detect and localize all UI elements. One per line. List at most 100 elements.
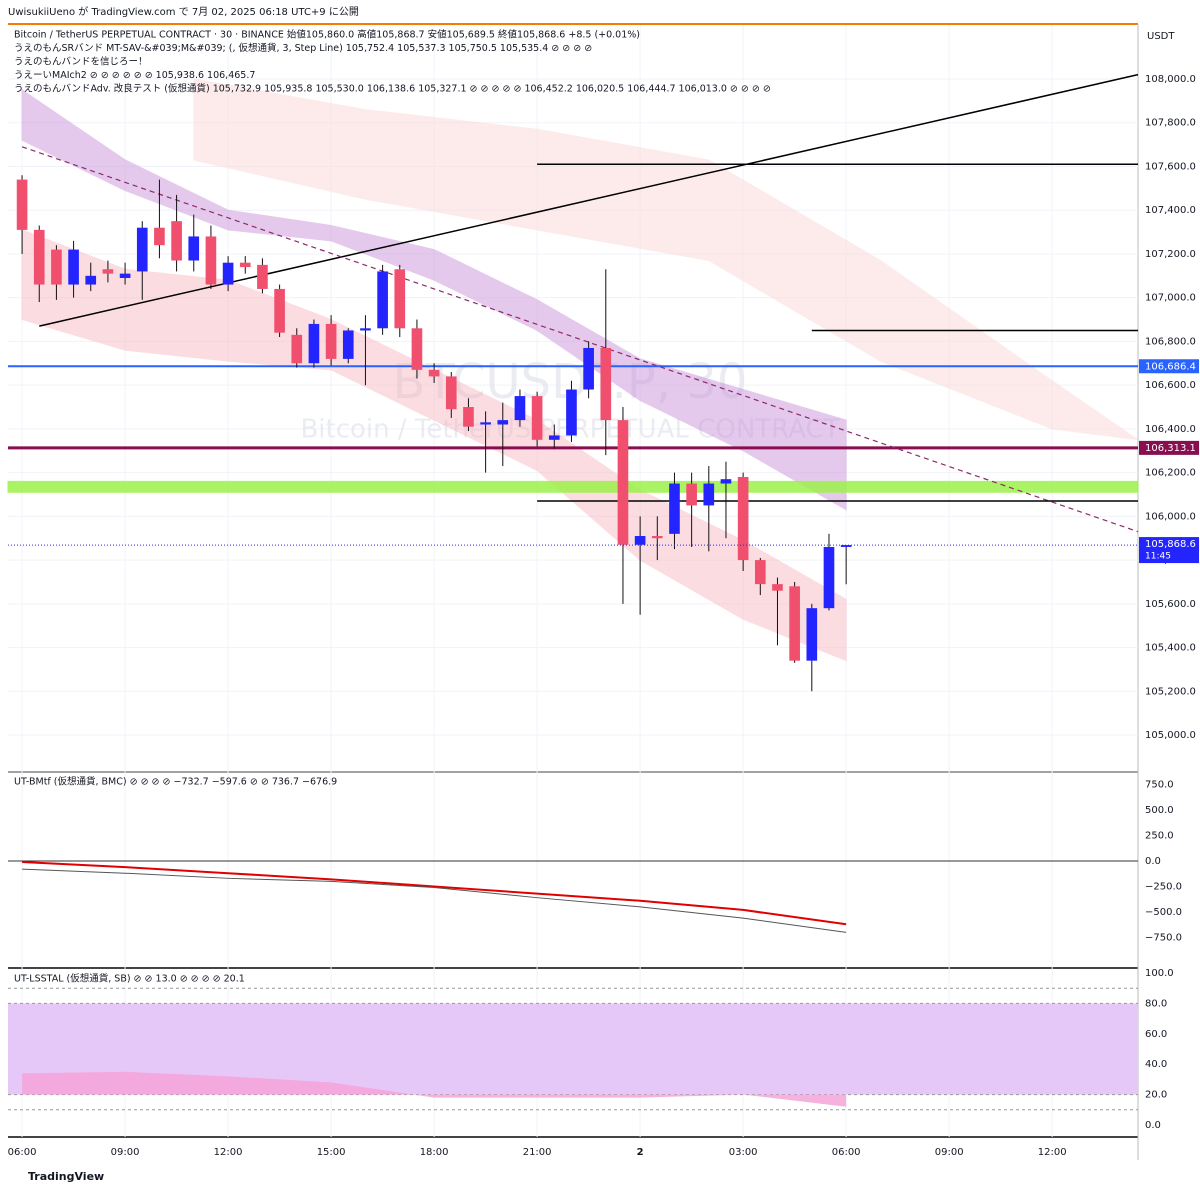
y-tick-label: 107,200.0	[1145, 249, 1196, 260]
y-tick-label: 107,000.0	[1145, 293, 1196, 304]
candle-body	[480, 422, 491, 425]
y-tick-label: 108,000.0	[1145, 74, 1196, 85]
line	[22, 860, 847, 926]
publisher: UwisukiiUeno が TradingView.com で 7月 02, …	[8, 5, 359, 18]
y-tick-label: 0.0	[1145, 856, 1161, 867]
candle-body	[651, 536, 663, 539]
last-price-label: 105,868.6	[1145, 539, 1196, 550]
candle-body	[720, 479, 732, 484]
candle-body	[514, 396, 526, 421]
x-tick-label: 12:00	[1038, 1147, 1067, 1158]
candle-body	[136, 227, 148, 272]
x-tick-label: 09:00	[111, 1147, 140, 1158]
candle-body	[428, 369, 440, 377]
y-tick-label: 107,600.0	[1145, 161, 1196, 172]
y-tick-label: 105,400.0	[1145, 643, 1196, 654]
band	[7, 480, 1139, 493]
candle-body	[119, 273, 131, 278]
level-label: 106,313.1	[1145, 443, 1196, 454]
x-tick-label: 09:00	[935, 1147, 964, 1158]
candle-body	[205, 236, 217, 285]
candle-body	[33, 229, 45, 285]
candle-body	[154, 227, 165, 246]
level-tag	[1139, 359, 1199, 374]
candle-body	[188, 236, 200, 261]
x-tick-label: 2	[637, 1147, 644, 1158]
candle-body	[171, 221, 182, 261]
level-label: 106,686.4	[1145, 361, 1196, 372]
candle-body	[737, 476, 749, 561]
legend-row: うえのもんバンドを信じろー！	[14, 56, 147, 68]
pane-title: UT-LSSTAL (仮想通貨, SB) ⊘ ⊘ 13.0 ⊘ ⊘ ⊘ ⊘ 20…	[14, 973, 245, 985]
y-tick-label: 100.0	[1145, 968, 1174, 979]
candle-body	[85, 275, 97, 285]
y-tick-label: −500.0	[1145, 907, 1182, 918]
y-tick-label: 106,800.0	[1145, 336, 1196, 347]
trend-line	[21, 146, 1139, 533]
y-tick-label: 60.0	[1145, 1029, 1167, 1040]
candle-body	[806, 608, 818, 661]
candle-body	[257, 264, 268, 289]
candle-body	[51, 249, 62, 285]
candle-body	[16, 179, 28, 230]
trend-line	[39, 73, 1139, 327]
candle-body	[308, 323, 320, 364]
candle-body	[222, 262, 234, 285]
x-tick-label: 06:00	[8, 1147, 37, 1158]
candle-body	[445, 376, 457, 410]
countdown: 11:45	[1145, 552, 1171, 562]
candle-body	[772, 584, 783, 591]
level-tag	[1139, 440, 1199, 455]
legend-row: うえのもんバンドAdv. 改良テスト (仮想通貨) 105,732.9 105,…	[14, 83, 771, 95]
legend-row: うえーいMAIch2 ⊘ ⊘ ⊘ ⊘ ⊘ ⊘ 105,938.6 106,465…	[14, 70, 255, 81]
area	[22, 1071, 847, 1107]
legend-row: Bitcoin / TetherUS PERPETUAL CONTRACT · …	[14, 29, 640, 41]
candle-body	[754, 560, 766, 585]
candle-body	[291, 334, 303, 364]
y-tick-label: 107,400.0	[1145, 205, 1196, 216]
candle-body	[617, 420, 629, 545]
candle-body	[239, 262, 251, 268]
pane-title: UT-BMtf (仮想通貨, BMC) ⊘ ⊘ ⊘ ⊘ −732.7 −597.…	[14, 776, 337, 788]
y-tick-label: 40.0	[1145, 1059, 1167, 1070]
candle-body	[102, 269, 114, 274]
y-tick-label: 105,200.0	[1145, 686, 1196, 697]
candle-body	[342, 330, 354, 359]
candle-body	[411, 328, 423, 370]
y-tick-label: 106,200.0	[1145, 468, 1196, 479]
band	[21, 89, 847, 511]
legend-row: うえのもんSRバンド MT-SAV-&#039;M&#039; (, 仮想通貨,…	[14, 42, 592, 54]
candle-body	[703, 483, 715, 506]
x-tick-label: 12:00	[214, 1147, 243, 1158]
line	[22, 868, 847, 933]
candle-body	[531, 396, 543, 440]
x-tick-label: 15:00	[317, 1147, 346, 1158]
y-tick-label: 750.0	[1145, 779, 1174, 790]
y-tick-label: 105,600.0	[1145, 599, 1196, 610]
currency: USDT	[1147, 31, 1175, 42]
candle-body	[548, 435, 560, 440]
y-tick-label: 250.0	[1145, 830, 1174, 841]
y-tick-label: 106,400.0	[1145, 424, 1196, 435]
candle-body	[360, 328, 371, 331]
candle-body	[274, 288, 285, 333]
candle-body	[669, 483, 680, 534]
x-tick-label: 06:00	[832, 1147, 861, 1158]
candle-body	[325, 323, 337, 359]
y-tick-label: 80.0	[1145, 998, 1167, 1009]
top-bar	[0, 0, 1200, 22]
y-tick-label: 0.0	[1145, 1120, 1161, 1131]
candle-body	[463, 407, 474, 427]
y-tick-label: 20.0	[1145, 1090, 1167, 1101]
x-tick-label: 03:00	[729, 1147, 758, 1158]
y-tick-label: 106,600.0	[1145, 380, 1196, 391]
band	[193, 78, 1139, 441]
candle-body	[686, 483, 697, 506]
last-price-tag	[1139, 537, 1199, 564]
y-tick-label: −750.0	[1145, 932, 1182, 943]
candle-body	[583, 347, 594, 390]
candle-body	[600, 347, 612, 421]
candle-body	[497, 420, 509, 425]
